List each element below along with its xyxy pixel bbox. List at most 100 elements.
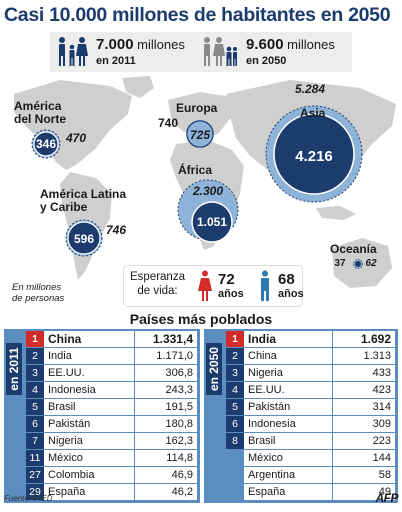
population-cell: 46,9 — [135, 467, 197, 483]
europe-2011-ring — [186, 120, 214, 148]
africa-2011-value: 1.051 — [196, 215, 228, 229]
population-cell: 423 — [333, 382, 395, 398]
life-expectancy-label-line1: Esperanza — [130, 271, 185, 283]
population-banner: 7.000 millones en 2011 9.600 millones en… — [50, 32, 352, 72]
table-row: 2 China 1.313 — [226, 348, 395, 364]
country-cell: México — [244, 450, 332, 466]
population-2050-year: en 2050 — [246, 55, 287, 67]
country-cell: EE.UU. — [244, 382, 332, 398]
world-map — [14, 76, 396, 288]
population-cell: 114,8 — [135, 450, 197, 466]
rank-cell: 8 — [226, 433, 244, 449]
life-expectancy-label-line2: de vida: — [137, 285, 178, 297]
life-expectancy-label: Esperanza de vida: — [130, 270, 185, 298]
population-2011-unit: millones — [137, 37, 185, 52]
rank-cell: 4 — [226, 382, 244, 398]
rank-cell: 11 — [26, 450, 44, 466]
population-2011: 7.000 millones en 2011 — [96, 37, 185, 69]
male-icon — [261, 270, 269, 301]
table-row: 27 Colombia 46,9 — [26, 467, 197, 483]
population-cell: 180,8 — [135, 416, 197, 432]
asia-2011-value: 4.216 — [295, 148, 333, 165]
population-cell: 144 — [333, 450, 395, 466]
table-row: 1 China 1.331,4 — [26, 331, 197, 347]
table-2011-rows: 1 China 1.331,4 2 India 1.171,0 3 EE.UU. 306,8 4 I… — [26, 331, 197, 500]
country-cell: Pakistán — [244, 399, 332, 415]
country-cell: India — [244, 331, 332, 347]
asia-2050-value: 5.284 — [294, 82, 326, 96]
rank-cell: 4 — [26, 382, 44, 398]
europe-2011-value: 740 — [158, 116, 179, 130]
north-america-label: América del Norte — [14, 100, 66, 126]
rank-cell: 29 — [26, 484, 44, 500]
country-cell: India — [44, 348, 134, 364]
population-2050-unit: millones — [287, 37, 335, 52]
population-cell: 191,5 — [135, 399, 197, 415]
table-row: 4 Indonesia 243,3 — [26, 382, 197, 398]
female-life-unit: años — [218, 288, 244, 300]
table-2050-year-text: en 2050 — [206, 343, 222, 395]
units-note-line1: En millones — [12, 282, 62, 293]
male-life-value: 68 — [278, 271, 295, 288]
europe-label: Europa — [176, 101, 218, 115]
population-2050: 9.600 millones en 2050 — [246, 37, 335, 69]
latin-america-2050-value: 746 — [105, 223, 127, 237]
table-row: 5 Brasil 191,5 — [26, 399, 197, 415]
country-cell: China — [244, 348, 332, 364]
agency-logo: AFP — [375, 491, 399, 505]
rank-cell: 3 — [26, 365, 44, 381]
rank-cell: 1 — [26, 331, 44, 347]
oceania-label: Oceanía — [330, 242, 377, 256]
indonesia-shape — [316, 206, 356, 220]
rank-cell: 6 — [226, 416, 244, 432]
table-row: 6 Indonesia 309 — [226, 416, 395, 432]
population-cell: 314 — [333, 399, 395, 415]
population-cell: 243,3 — [135, 382, 197, 398]
life-expectancy-box: Esperanza de vida: 72 años 68 años — [124, 266, 304, 306]
population-cell: 49 — [333, 484, 395, 500]
country-cell: EE.UU. — [44, 365, 134, 381]
population-2011-year: en 2011 — [96, 55, 136, 67]
country-cell: México — [44, 450, 134, 466]
population-cell: 46,2 — [135, 484, 197, 500]
country-cell: Brasil — [244, 433, 332, 449]
country-cell: Nigeria — [44, 433, 134, 449]
female-life-value: 72 — [218, 271, 235, 288]
population-cell: 58 — [333, 467, 395, 483]
north-america-2011-bubble — [33, 131, 59, 157]
oceania-2050-value: 62 — [365, 258, 377, 269]
table-row: 11 México 114,8 — [26, 450, 197, 466]
north-america-shape — [14, 80, 132, 170]
oceania-2011-value: 37 — [334, 258, 346, 269]
rank-cell — [226, 450, 244, 466]
latin-america-name-line1: América Latina — [40, 187, 127, 201]
north-america-name-line2: del Norte — [14, 112, 67, 126]
table-row: 3 EE.UU. 306,8 — [26, 365, 197, 381]
rank-cell: 3 — [226, 365, 244, 381]
population-2050-value: 9.600 — [246, 36, 284, 53]
female-icon — [198, 270, 212, 301]
country-cell: Brasil — [44, 399, 134, 415]
country-cell: Argentina — [244, 467, 332, 483]
section-title: Países más poblados — [129, 311, 273, 327]
page-title: Casi 10.000 millones de habitantes en 20… — [4, 4, 391, 26]
africa-2050-value: 2.300 — [192, 184, 224, 198]
north-america-name-line1: América — [14, 99, 62, 113]
table-row: 2 India 1.171,0 — [26, 348, 197, 364]
north-america-2011-value: 346 — [35, 137, 57, 151]
table-row: 1 India 1.692 — [226, 331, 395, 347]
population-cell: 223 — [333, 433, 395, 449]
rank-cell: 5 — [226, 399, 244, 415]
latin-america-2011-value: 596 — [73, 232, 95, 246]
rank-cell: 27 — [26, 467, 44, 483]
rank-cell: 2 — [26, 348, 44, 364]
population-cell: 306,8 — [135, 365, 197, 381]
rank-cell: 1 — [226, 331, 244, 347]
north-america-2050-value: 470 — [65, 131, 87, 145]
family-2011-icon — [59, 37, 88, 66]
rank-cell: 2 — [226, 348, 244, 364]
table-2050-year-label: en 2050 — [206, 335, 222, 405]
population-cell: 433 — [333, 365, 395, 381]
rank-cell — [226, 467, 244, 483]
table-2011-year-label: en 2011 — [6, 335, 22, 405]
